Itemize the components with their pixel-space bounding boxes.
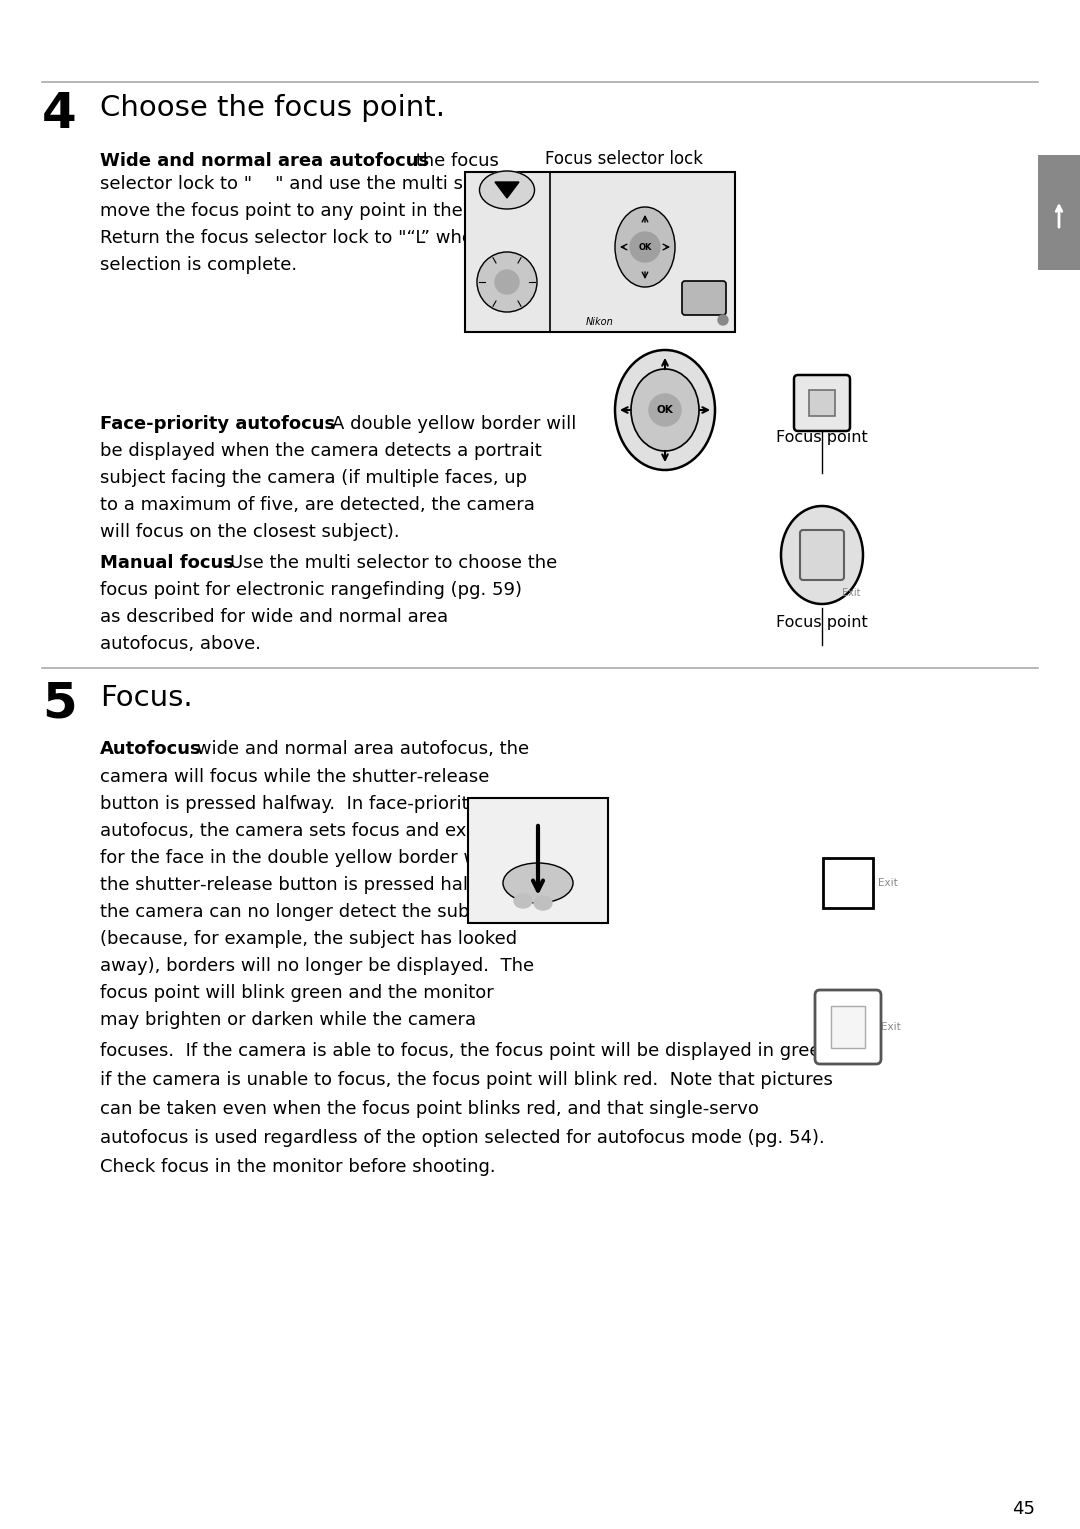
Circle shape <box>649 394 681 427</box>
Text: OK: OK <box>638 243 651 251</box>
Ellipse shape <box>503 862 573 904</box>
Circle shape <box>718 315 728 326</box>
Circle shape <box>477 252 537 312</box>
Text: focus point for electronic rangefinding (pg. 59): focus point for electronic rangefinding … <box>100 581 522 599</box>
Text: the camera can no longer detect the subject: the camera can no longer detect the subj… <box>100 904 502 920</box>
Text: move the focus point to any point in the frame.: move the focus point to any point in the… <box>100 202 528 220</box>
FancyBboxPatch shape <box>831 1006 865 1047</box>
Text: focuses.  If the camera is able to focus, the focus point will be displayed in g: focuses. If the camera is able to focus,… <box>100 1041 838 1060</box>
Text: Focus selector lock: Focus selector lock <box>545 150 703 168</box>
Text: camera will focus while the shutter‑release: camera will focus while the shutter‑rele… <box>100 768 489 786</box>
Text: Face-priority autofocus: Face-priority autofocus <box>100 414 335 433</box>
Text: Use the multi selector to choose the: Use the multi selector to choose the <box>230 553 557 572</box>
Ellipse shape <box>631 368 699 451</box>
Text: away), borders will no longer be displayed.  The: away), borders will no longer be display… <box>100 957 535 976</box>
Ellipse shape <box>514 894 532 908</box>
FancyBboxPatch shape <box>468 798 608 924</box>
FancyBboxPatch shape <box>465 171 735 332</box>
Circle shape <box>630 232 660 261</box>
Ellipse shape <box>534 896 552 910</box>
FancyBboxPatch shape <box>800 531 843 579</box>
Text: may brighten or darken while the camera: may brighten or darken while the camera <box>100 1011 476 1029</box>
Text: OK: OK <box>657 405 673 414</box>
FancyBboxPatch shape <box>681 281 726 315</box>
Text: Focus.: Focus. <box>100 683 192 713</box>
Text: Return the focus selector lock to "“L” when: Return the focus selector lock to "“L” w… <box>100 229 484 248</box>
Text: autofocus, the camera sets focus and exposure: autofocus, the camera sets focus and exp… <box>100 823 528 839</box>
Text: be displayed when the camera detects a portrait: be displayed when the camera detects a p… <box>100 442 542 460</box>
Text: Exit: Exit <box>878 878 897 888</box>
Ellipse shape <box>615 350 715 469</box>
Ellipse shape <box>615 206 675 287</box>
Text: if the camera is unable to focus, the focus point will blink red.  Note that pic: if the camera is unable to focus, the fo… <box>100 1070 833 1089</box>
FancyBboxPatch shape <box>823 858 873 908</box>
Text: the focus: the focus <box>410 151 499 170</box>
Text: (because, for example, the subject has looked: (because, for example, the subject has l… <box>100 930 517 948</box>
Text: Manual focus: Manual focus <box>100 553 234 572</box>
Polygon shape <box>495 182 519 197</box>
Text: 5: 5 <box>42 680 77 728</box>
Text: to a maximum of five, are detected, the camera: to a maximum of five, are detected, the … <box>100 495 535 514</box>
Text: selection is complete.: selection is complete. <box>100 255 297 274</box>
Text: Focus point: Focus point <box>777 615 868 630</box>
Ellipse shape <box>480 171 535 209</box>
Circle shape <box>495 271 519 294</box>
Text: Wide and normal area autofocus: Wide and normal area autofocus <box>100 151 429 170</box>
Text: Choose the focus point.: Choose the focus point. <box>100 93 445 122</box>
Text: 45: 45 <box>1012 1500 1035 1518</box>
Text: the shutter‑release button is pressed halfway; if: the shutter‑release button is pressed ha… <box>100 876 534 894</box>
FancyBboxPatch shape <box>815 989 881 1064</box>
Text: focus point will blink green and the monitor: focus point will blink green and the mon… <box>100 985 494 1001</box>
Text: wide and normal area autofocus, the: wide and normal area autofocus, the <box>191 740 529 758</box>
FancyBboxPatch shape <box>794 375 850 431</box>
Text: for the face in the double yellow border while: for the face in the double yellow border… <box>100 849 511 867</box>
Text: Autofocus: Autofocus <box>100 740 202 758</box>
Text: Check focus in the monitor before shooting.: Check focus in the monitor before shooti… <box>100 1157 496 1176</box>
Text: selector lock to "    " and use the multi selector to: selector lock to " " and use the multi s… <box>100 174 550 193</box>
Text: as described for wide and normal area: as described for wide and normal area <box>100 609 448 625</box>
Text: can be taken even when the focus point blinks red, and that single‑servo: can be taken even when the focus point b… <box>100 1099 759 1118</box>
Text: A double yellow border will: A double yellow border will <box>332 414 577 433</box>
Text: Exit: Exit <box>881 1021 901 1032</box>
Text: Exit: Exit <box>842 589 861 598</box>
Text: subject facing the camera (if multiple faces, up: subject facing the camera (if multiple f… <box>100 469 527 488</box>
FancyBboxPatch shape <box>1038 154 1080 271</box>
Text: Focus point: Focus point <box>777 430 868 445</box>
Text: autofocus is used regardless of the option selected for autofocus mode (pg. 54).: autofocus is used regardless of the opti… <box>100 1128 825 1147</box>
Text: will focus on the closest subject).: will focus on the closest subject). <box>100 523 400 541</box>
Ellipse shape <box>781 506 863 604</box>
Text: 4: 4 <box>42 90 77 138</box>
Text: button is pressed halfway.  In face‑priority: button is pressed halfway. In face‑prior… <box>100 795 480 813</box>
Text: Nikon: Nikon <box>586 317 613 327</box>
FancyBboxPatch shape <box>809 390 835 416</box>
Text: autofocus, above.: autofocus, above. <box>100 635 261 653</box>
